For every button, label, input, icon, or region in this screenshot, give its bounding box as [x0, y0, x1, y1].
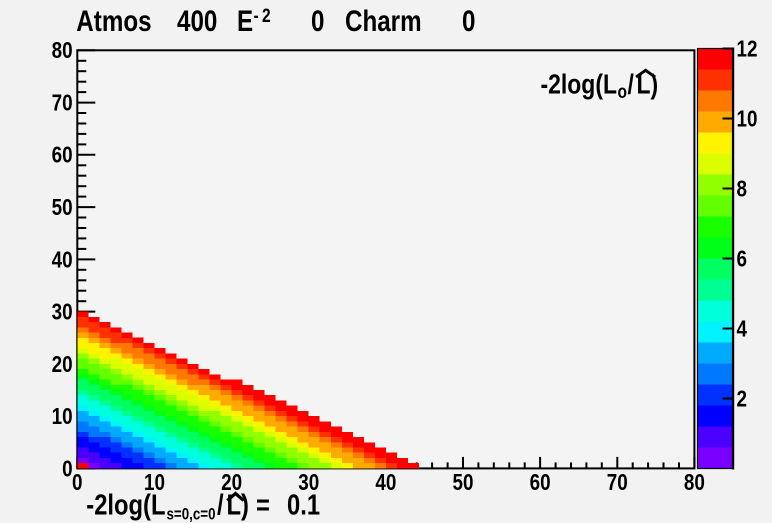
svg-text:40: 40 [375, 471, 396, 496]
svg-text:E: E [237, 5, 253, 38]
svg-text:Charm: Charm [345, 5, 422, 38]
svg-text:10: 10 [737, 107, 758, 132]
svg-text:60: 60 [52, 143, 73, 168]
svg-text:0: 0 [72, 471, 82, 496]
svg-text:50: 50 [52, 195, 73, 220]
svg-text:10: 10 [52, 404, 73, 429]
svg-text:o: o [618, 81, 628, 103]
svg-text:50: 50 [453, 471, 474, 496]
svg-text:L): L) [227, 488, 249, 521]
svg-text:60: 60 [530, 471, 551, 496]
svg-text:s=0,c=0: s=0,c=0 [167, 506, 216, 523]
svg-text:2: 2 [262, 5, 271, 27]
svg-text:-: - [254, 5, 259, 27]
svg-text:30: 30 [52, 300, 73, 325]
svg-text:12: 12 [737, 37, 758, 62]
svg-text:20: 20 [221, 471, 242, 496]
svg-text:=: = [256, 488, 270, 521]
svg-text:0: 0 [462, 5, 475, 38]
svg-text:70: 70 [607, 471, 628, 496]
svg-text:10: 10 [144, 471, 165, 496]
svg-text:-2log(L: -2log(L [86, 488, 165, 521]
svg-text:8: 8 [737, 177, 748, 202]
svg-text:80: 80 [684, 471, 705, 496]
svg-text:6: 6 [737, 247, 747, 272]
svg-text:/: / [217, 488, 224, 521]
svg-text:20: 20 [52, 352, 73, 377]
svg-text:-2log(L: -2log(L [541, 69, 617, 100]
svg-text:30: 30 [298, 471, 319, 496]
svg-text:40: 40 [52, 248, 73, 273]
svg-text:400: 400 [177, 5, 217, 38]
svg-text:/: / [628, 69, 634, 100]
svg-text:0: 0 [311, 5, 324, 38]
svg-text:0.1: 0.1 [287, 488, 320, 521]
svg-text:0: 0 [62, 457, 72, 482]
svg-text:70: 70 [52, 91, 73, 116]
svg-text:80: 80 [52, 39, 73, 64]
svg-text:Atmos: Atmos [76, 5, 151, 38]
svg-text:4: 4 [737, 317, 748, 342]
svg-text:2: 2 [737, 387, 747, 412]
